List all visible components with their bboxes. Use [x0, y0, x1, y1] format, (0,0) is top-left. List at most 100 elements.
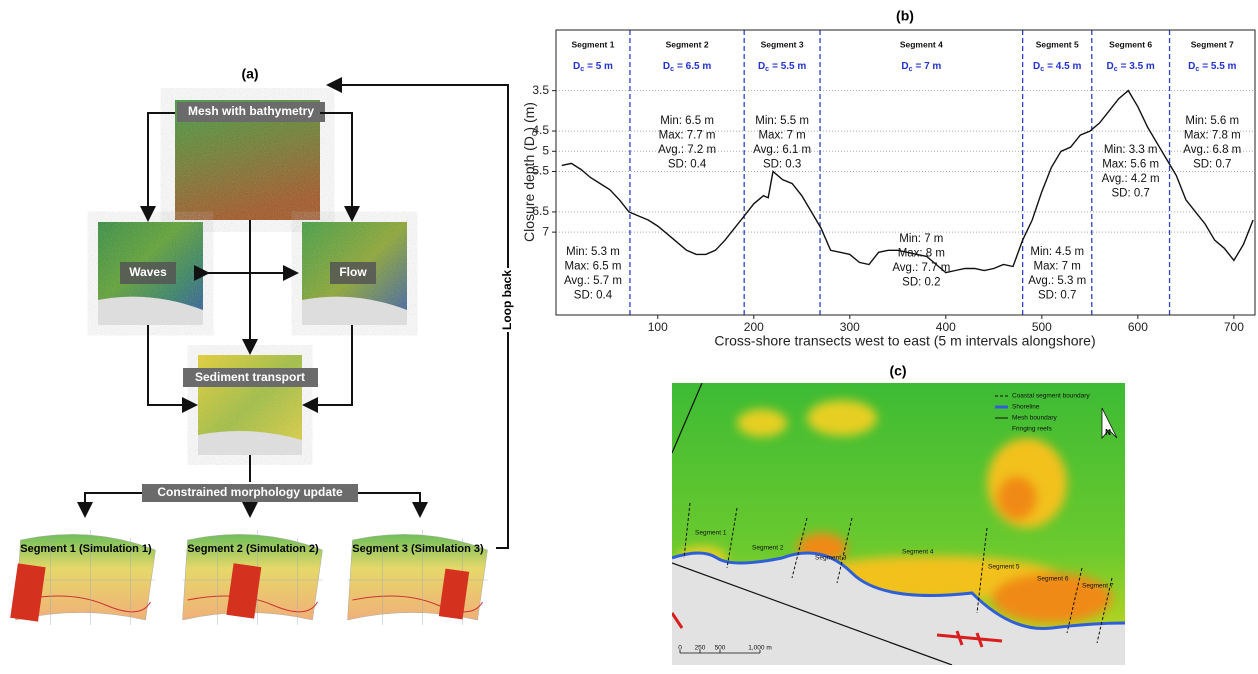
dc-subscript: c	[765, 66, 769, 73]
segment-stat: Avg.: 6.1 m	[753, 144, 811, 156]
figure: (a) Mesh with bathymetry Waves Flow Sedi…	[0, 0, 1258, 669]
dc-symbol: D	[1188, 61, 1195, 72]
segment-name: Segment 7	[1191, 39, 1234, 49]
scale-label: 500	[715, 645, 726, 652]
segment-dc: Dc= 5.5 m	[758, 61, 806, 73]
sim-label: Segment 2 (Simulation 2)	[187, 543, 319, 555]
dc-subscript: c	[580, 66, 584, 73]
segment-stat: Max: 7.8 m	[1184, 130, 1241, 142]
segment-stat: Avg.: 5.7 m	[564, 275, 622, 287]
x-tick-label: 100	[648, 320, 668, 334]
legend-label: Shoreline	[1012, 404, 1040, 411]
dc-symbol: D	[758, 61, 765, 72]
panel-b: (b) Cross-shore transects west to east (…	[521, 8, 1255, 349]
segment-name: Segment 6	[1109, 39, 1152, 49]
segment-stat: SD: 0.7	[1111, 188, 1149, 200]
segment-label: Segment 3	[815, 555, 847, 562]
segment-stat: Min: 3.3 m	[1104, 144, 1158, 156]
segment-dc: Dc= 5 m	[573, 61, 613, 73]
dc-subscript: c	[1040, 66, 1044, 73]
dc-subscript: c	[1114, 66, 1118, 73]
segment-stat: Avg.: 6.8 m	[1183, 144, 1241, 156]
dc-value: = 4.5 m	[1047, 61, 1081, 72]
node-label: Mesh with bathymetry	[188, 104, 314, 118]
x-tick-label: 200	[744, 320, 764, 334]
segment-stat: SD: 0.4	[574, 290, 613, 302]
segment-stat: Avg.: 4.2 m	[1102, 173, 1160, 185]
node-label: Constrained morphology update	[157, 485, 343, 499]
node-label: Flow	[339, 265, 367, 279]
segment-stat: Avg.: 7.2 m	[658, 144, 716, 156]
segment-label: Segment 1	[695, 530, 727, 537]
segment-stat: Min: 7 m	[899, 233, 943, 245]
legend-label: Mesh boundary	[1012, 415, 1058, 422]
segment-stat: Max: 5.6 m	[1102, 159, 1159, 171]
dc-value: = 7 m	[915, 61, 941, 72]
node-label: Waves	[129, 265, 167, 279]
y-tick-label: 4.5	[532, 123, 549, 137]
dc-symbol: D	[573, 61, 580, 72]
panel-label: (c)	[889, 363, 906, 379]
segment-stat: SD: 0.2	[902, 277, 940, 289]
y-tick-label: 5.5	[532, 164, 549, 178]
scale-label: 250	[695, 645, 706, 652]
legend-label: Coastal segment boundary	[1012, 393, 1090, 400]
segment-stat: SD: 0.7	[1193, 159, 1231, 171]
y-tick-label: 7	[542, 224, 549, 238]
segment-dc: Dc= 4.5 m	[1033, 61, 1081, 73]
x-tick-label: 600	[1128, 320, 1148, 334]
segment-name: Segment 1	[571, 39, 614, 49]
page: {"panel_a":{"label":"(a)","mesh":"Mesh w…	[0, 0, 1258, 674]
dc-value: = 5.5 m	[1202, 61, 1236, 72]
dc-value: = 3.5 m	[1121, 61, 1155, 72]
x-tick-label: 700	[1224, 320, 1244, 334]
dc-symbol: D	[901, 61, 908, 72]
segment-stat: Min: 5.6 m	[1185, 115, 1239, 127]
segment-dc: Dc= 7 m	[901, 61, 941, 73]
segment-stat: Max: 8 m	[898, 248, 945, 260]
dc-value: = 5 m	[587, 61, 613, 72]
x-tick-label: 300	[840, 320, 860, 334]
segment-stat: Max: 7.7 m	[659, 130, 716, 142]
segment-name: Segment 4	[900, 39, 943, 49]
segment-name: Segment 2	[666, 39, 709, 49]
segment-stat: Min: 6.5 m	[660, 115, 714, 127]
node-label: Sediment transport	[195, 370, 305, 384]
panel-c: (c) N Coastal segment boundary Shoreline…	[672, 363, 1125, 665]
segment-name: Segment 5	[1036, 39, 1079, 49]
segment-label: Segment 7	[1082, 583, 1114, 590]
scale-label: 1,000 m	[748, 645, 772, 652]
dc-subscript: c	[670, 66, 674, 73]
segment-stat: SD: 0.4	[668, 159, 707, 171]
panel-label: (a)	[241, 66, 258, 82]
segment-stat: Min: 4.5 m	[1030, 246, 1084, 258]
y-tick-label: 3.5	[532, 83, 549, 97]
scale-label: 0	[678, 645, 682, 652]
sim-label: Segment 3 (Simulation 3)	[352, 543, 484, 555]
north-label: N	[1105, 428, 1111, 437]
y-tick-label: 6.5	[532, 204, 549, 218]
chart-title: (b)	[896, 8, 914, 24]
segment-label: Segment 4	[902, 549, 934, 556]
map	[672, 383, 1125, 665]
dc-subscript: c	[909, 66, 913, 73]
x-axis-label: Cross-shore transects west to east (5 m …	[714, 333, 1095, 349]
segment-stat: SD: 0.7	[1038, 290, 1076, 302]
sim-label: Segment 1 (Simulation 1)	[20, 543, 152, 555]
y-axis-label-part: Closure depth (D	[521, 136, 537, 242]
segment-label: Segment 2	[752, 545, 784, 552]
segment-dc: Dc= 3.5 m	[1106, 61, 1154, 73]
segment-stat: Min: 5.5 m	[755, 115, 809, 127]
segment-stat: SD: 0.3	[763, 159, 801, 171]
dc-symbol: D	[663, 61, 670, 72]
segment-stat: Min: 5.3 m	[566, 246, 620, 258]
x-tick-label: 400	[936, 320, 956, 334]
segment-dc: Dc= 6.5 m	[663, 61, 711, 73]
segment-dc: Dc= 5.5 m	[1188, 61, 1236, 73]
dc-symbol: D	[1106, 61, 1113, 72]
loop-label: Loop back	[500, 270, 514, 330]
panel-a: (a) Mesh with bathymetry Waves Flow Sedi…	[10, 66, 516, 625]
segment-stat: Max: 7 m	[758, 130, 805, 142]
x-tick-label: 500	[1032, 320, 1052, 334]
dc-value: = 5.5 m	[772, 61, 806, 72]
